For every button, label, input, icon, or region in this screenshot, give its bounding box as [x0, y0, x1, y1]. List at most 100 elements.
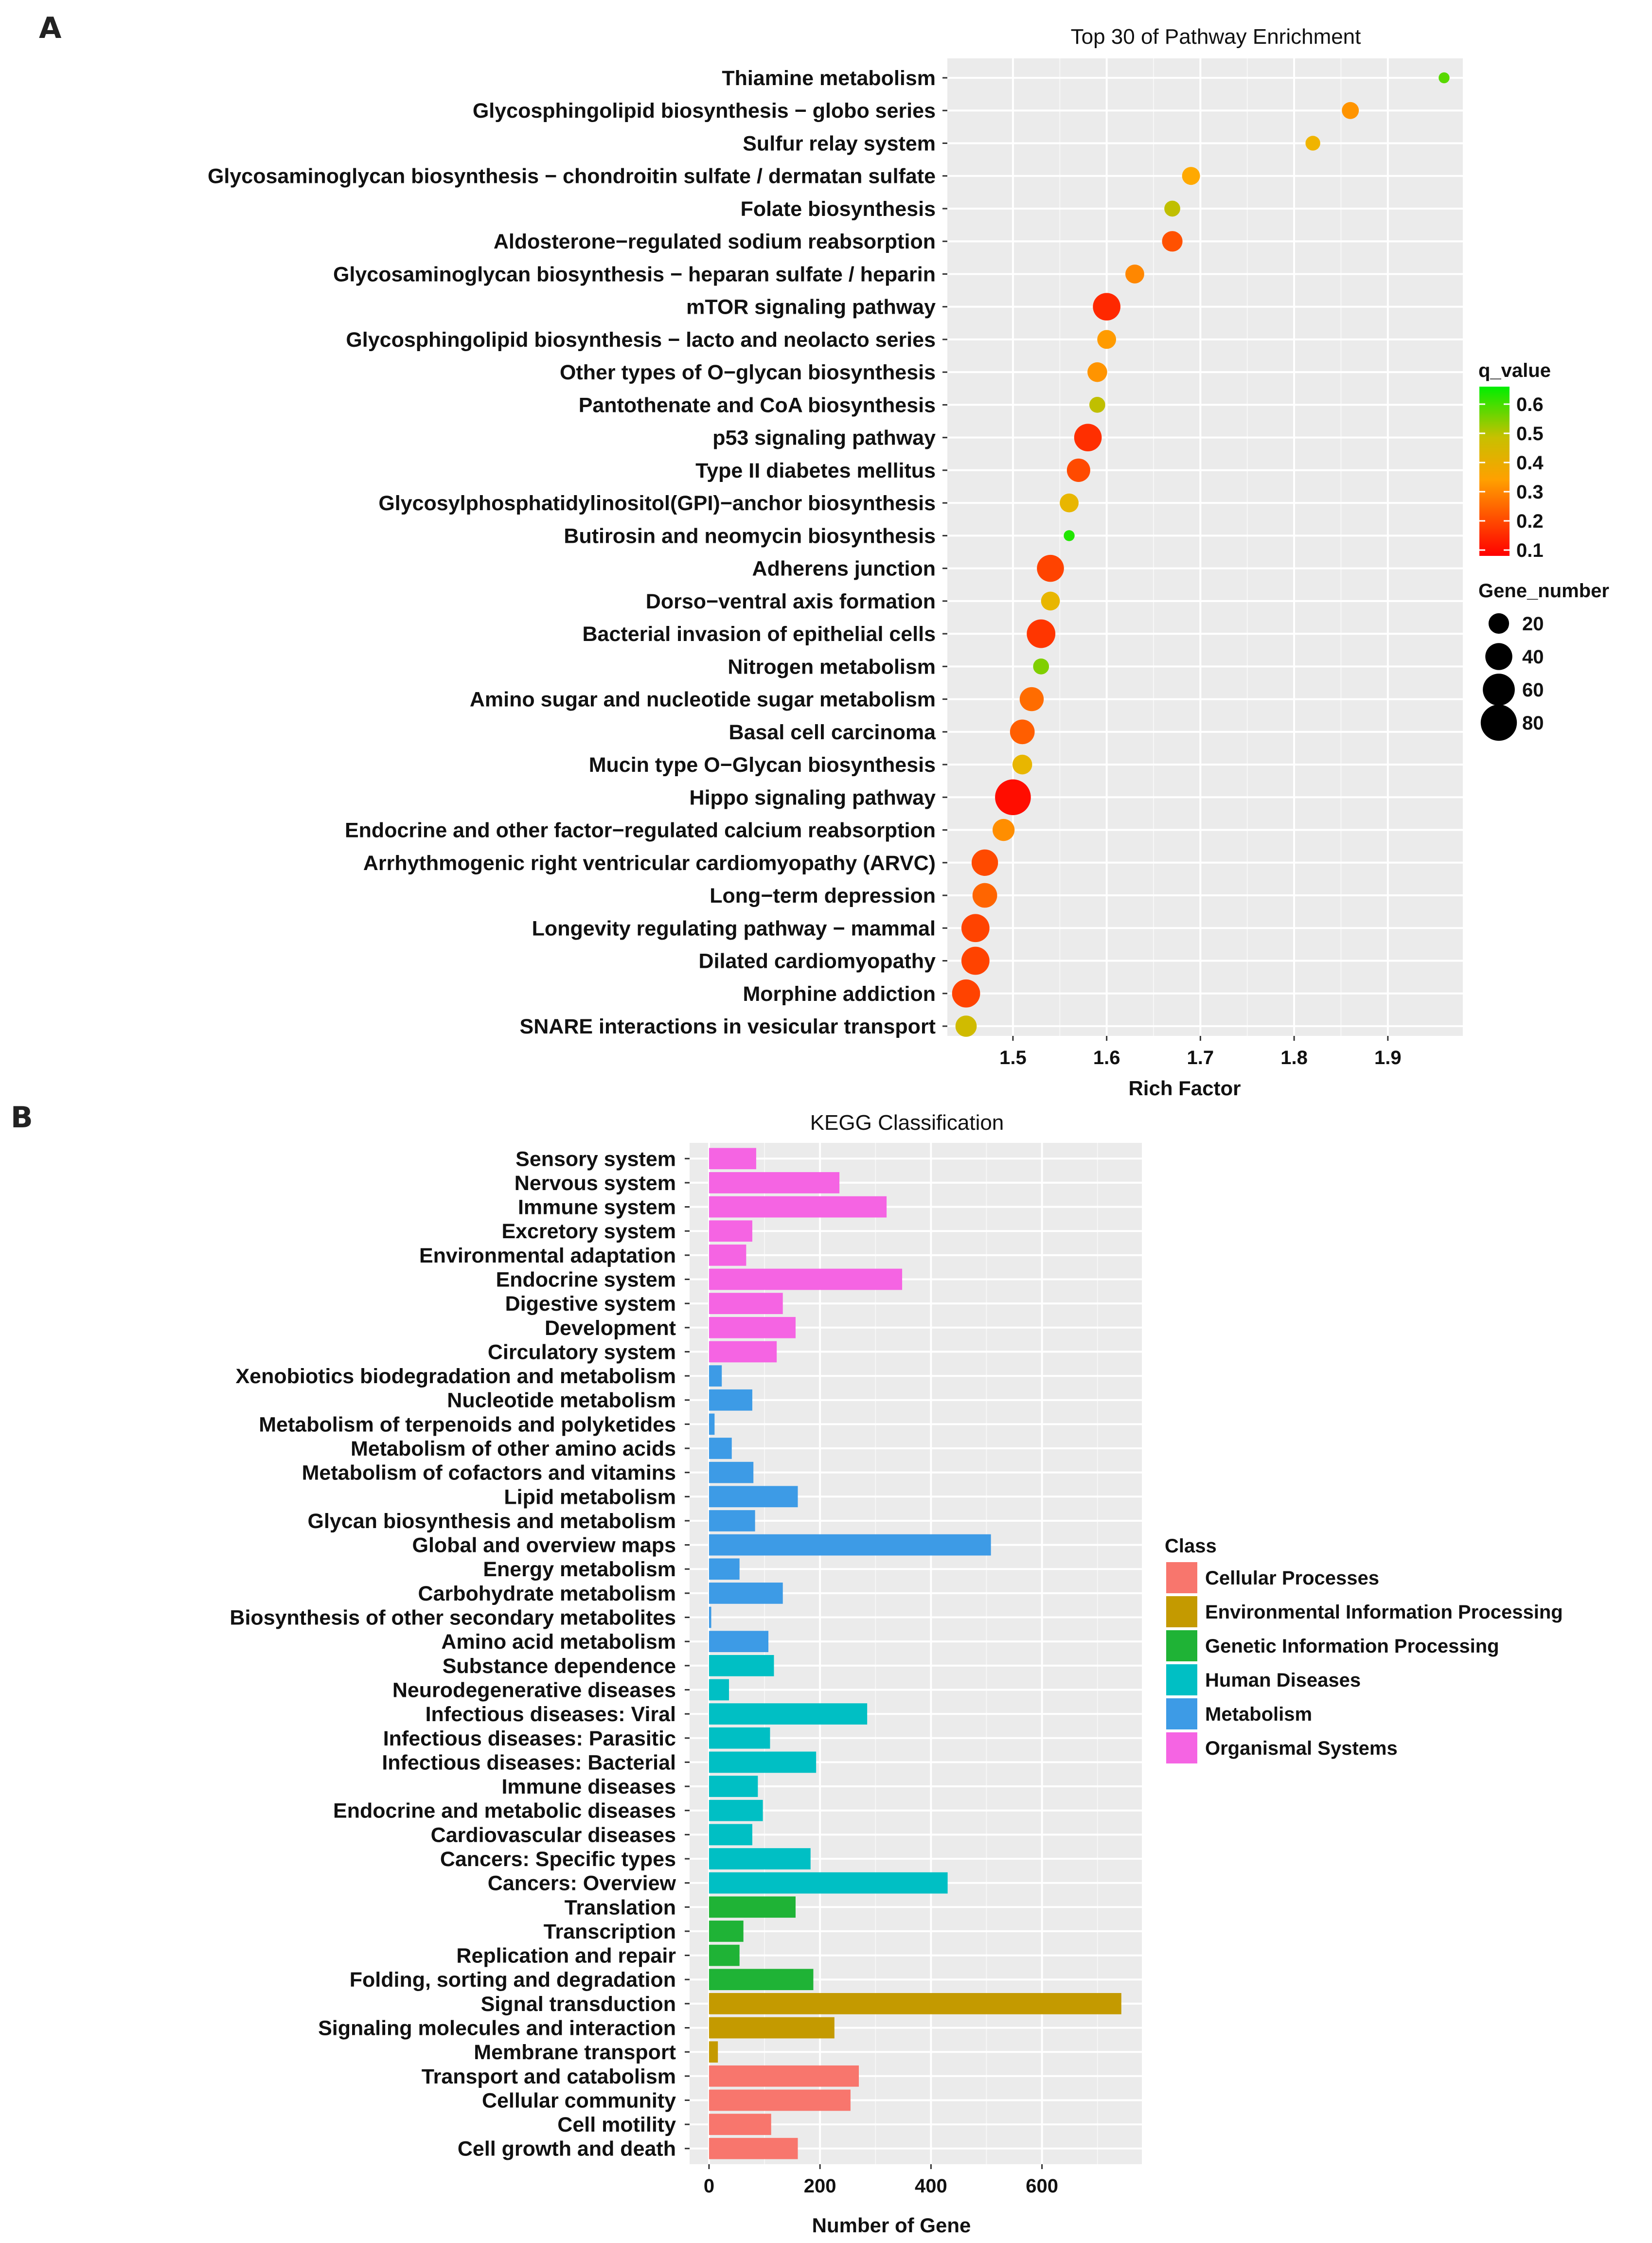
bar-global-and-overview-maps: [709, 1534, 991, 1556]
x-axis-title: Number of Gene: [812, 2214, 971, 2237]
legend-label-environmental-information-processing: Environmental Information Processing: [1205, 1602, 1563, 1623]
y-tick-label-nitrogen-metabolism: Nitrogen metabolism: [728, 655, 936, 678]
point-glycosaminoglycan-biosynthesis-heparan-sulfate-heparin: [1125, 265, 1144, 284]
y-tick-label-neurodegenerative-diseases: Neurodegenerative diseases: [392, 1678, 676, 1702]
legend-label-cellular-processes: Cellular Processes: [1205, 1567, 1379, 1589]
y-tick-label-adherens-junction: Adherens junction: [752, 557, 936, 581]
y-tick-label-replication-and-repair: Replication and repair: [456, 1944, 676, 1968]
point-p53-signaling-pathway: [1074, 424, 1102, 451]
colorbar-tick-label: 0.1: [1516, 540, 1544, 561]
bar-metabolism-of-cofactors-and-vitamins: [709, 1461, 754, 1483]
x-tick-label: 1.8: [1280, 1047, 1308, 1068]
y-tick-label-endocrine-system: Endocrine system: [496, 1268, 676, 1291]
point-longevity-regulating-pathway-mammal: [961, 914, 990, 943]
bar-cancers-specific-types: [709, 1848, 811, 1869]
bar-folding-sorting-and-degradation: [709, 1969, 814, 1991]
point-folate-biosynthesis: [1164, 200, 1180, 217]
size-legend-circle-60: [1483, 674, 1515, 706]
y-tick-label-cellular-community: Cellular community: [482, 2089, 676, 2112]
bar-endocrine-and-metabolic-diseases: [709, 1799, 763, 1821]
colorbar-tick-label: 0.3: [1516, 481, 1544, 503]
y-tick-label-basal-cell-carcinoma: Basal cell carcinoma: [729, 721, 937, 744]
y-tick-label-nervous-system: Nervous system: [515, 1172, 676, 1195]
x-tick-label: 1.9: [1374, 1047, 1402, 1068]
y-tick-label-aldosterone-regulated-sodium-reabsorption: Aldosterone−regulated sodium reabsorptio…: [494, 230, 936, 253]
y-tick-label-excretory-system: Excretory system: [501, 1220, 676, 1243]
y-tick-label-pantothenate-and-coa-biosynthesis: Pantothenate and CoA biosynthesis: [579, 393, 936, 417]
size-legend-label-60: 60: [1522, 679, 1544, 701]
x-axis-ticks: 0 200 400 600: [704, 2164, 1058, 2197]
y-tick-label-immune-system: Immune system: [518, 1196, 676, 1219]
point-dorso-ventral-axis-formation: [1041, 591, 1060, 611]
y-tick-label-metabolism-of-cofactors-and-vitamins: Metabolism of cofactors and vitamins: [302, 1461, 676, 1485]
y-tick-label-translation: Translation: [565, 1896, 676, 1919]
point-arrhythmogenic-right-ventricular-cardiomyopathy-arvc: [971, 849, 998, 876]
size-legend-label-40: 40: [1522, 646, 1544, 668]
point-long-term-depression: [972, 883, 997, 908]
bar-cancers-overview: [709, 1872, 948, 1894]
y-tick-label-signaling-molecules-and-interaction: Signaling molecules and interaction: [318, 2017, 676, 2040]
legend-label-human-diseases: Human Diseases: [1205, 1670, 1361, 1691]
point-dilated-cardiomyopathy: [961, 946, 990, 975]
q-value-legend-title: q_value: [1478, 360, 1551, 381]
bar-signal-transduction: [709, 1993, 1121, 2014]
point-butirosin-and-neomycin-biosynthesis: [1064, 530, 1075, 541]
y-tick-label-nucleotide-metabolism: Nucleotide metabolism: [447, 1389, 676, 1412]
point-morphine-addiction: [952, 979, 980, 1008]
y-tick-label-bacterial-invasion-of-epithelial-cells: Bacterial invasion of epithelial cells: [583, 623, 936, 646]
bar-immune-diseases: [709, 1776, 758, 1797]
point-mucin-type-o-glycan-biosynthesis: [1012, 754, 1032, 775]
bar-biosynthesis-of-other-secondary-metabolites: [709, 1606, 711, 1628]
bar-metabolism-of-terpenoids-and-polyketides: [709, 1413, 715, 1435]
y-tick-label-other-types-of-o-glycan-biosynthesis: Other types of O−glycan biosynthesis: [560, 361, 936, 384]
point-hippo-signaling-pathway: [995, 779, 1031, 816]
class-legend-items: Cellular Processes Environmental Informat…: [1166, 1562, 1563, 1763]
y-tick-label-amino-acid-metabolism: Amino acid metabolism: [441, 1630, 676, 1654]
bar-cell-growth-and-death: [709, 2137, 798, 2159]
x-tick-label: 1.7: [1187, 1047, 1214, 1068]
gene-number-legend: Gene_number 20 40 60 80: [1478, 580, 1609, 741]
bar-sensory-system: [709, 1148, 756, 1170]
bar-cellular-community: [709, 2089, 851, 2111]
size-legend-circle-80: [1480, 704, 1517, 741]
y-tick-label-lipid-metabolism: Lipid metabolism: [504, 1485, 676, 1509]
point-amino-sugar-and-nucleotide-sugar-metabolism: [1019, 687, 1044, 712]
bar-transport-and-catabolism: [709, 2065, 859, 2087]
y-tick-label-thiamine-metabolism: Thiamine metabolism: [722, 67, 936, 90]
bar-substance-dependence: [709, 1655, 774, 1676]
y-tick-label-sensory-system: Sensory system: [515, 1147, 676, 1171]
bar-environmental-adaptation: [709, 1245, 746, 1266]
y-tick-label-type-ii-diabetes-mellitus: Type II diabetes mellitus: [695, 459, 936, 482]
legend-swatch-metabolism: [1166, 1698, 1197, 1729]
y-tick-label-biosynthesis-of-other-secondary-metabolites: Biosynthesis of other secondary metaboli…: [230, 1606, 676, 1630]
y-axis-labels: Thiamine metabolism Glycosphingolipid bio…: [208, 67, 947, 1038]
plot-grid: [690, 1143, 1142, 2164]
x-tick-label: 1.6: [1093, 1047, 1120, 1068]
bar-nucleotide-metabolism: [709, 1389, 752, 1411]
y-tick-label-global-and-overview-maps: Global and overview maps: [412, 1534, 676, 1557]
size-legend-label-20: 20: [1522, 613, 1544, 635]
legend-label-metabolism: Metabolism: [1205, 1704, 1312, 1725]
gene-number-legend-title: Gene_number: [1478, 580, 1609, 602]
colorbar-tick-label: 0.2: [1516, 511, 1544, 532]
y-tick-label-dorso-ventral-axis-formation: Dorso−ventral axis formation: [646, 590, 936, 613]
bar-carbohydrate-metabolism: [709, 1583, 783, 1604]
y-tick-label-circulatory-system: Circulatory system: [488, 1340, 676, 1364]
y-tick-label-digestive-system: Digestive system: [505, 1292, 676, 1316]
plot-bars: [709, 1148, 1121, 2159]
q-value-colorbar: [1479, 387, 1510, 556]
y-tick-label-dilated-cardiomyopathy: Dilated cardiomyopathy: [699, 950, 936, 973]
bar-signaling-molecules-and-interaction: [709, 2017, 835, 2039]
bar-translation: [709, 1896, 796, 1918]
legend-swatch-organismal-systems: [1166, 1732, 1197, 1763]
point-mtor-signaling-pathway: [1093, 293, 1120, 321]
point-aldosterone-regulated-sodium-reabsorption: [1162, 231, 1183, 252]
size-legend-circle-20: [1488, 613, 1510, 634]
bar-infectious-diseases-bacterial: [709, 1751, 817, 1773]
class-legend-title: Class: [1165, 1535, 1217, 1557]
panel-label-b: B: [11, 1101, 33, 1135]
y-tick-label-substance-dependence: Substance dependence: [443, 1655, 676, 1678]
size-legend-label-80: 80: [1522, 712, 1544, 734]
point-glycosaminoglycan-biosynthesis-chondroitin-sulfate-dermatan-sulfate: [1182, 167, 1200, 185]
bar-energy-metabolism: [709, 1558, 740, 1580]
